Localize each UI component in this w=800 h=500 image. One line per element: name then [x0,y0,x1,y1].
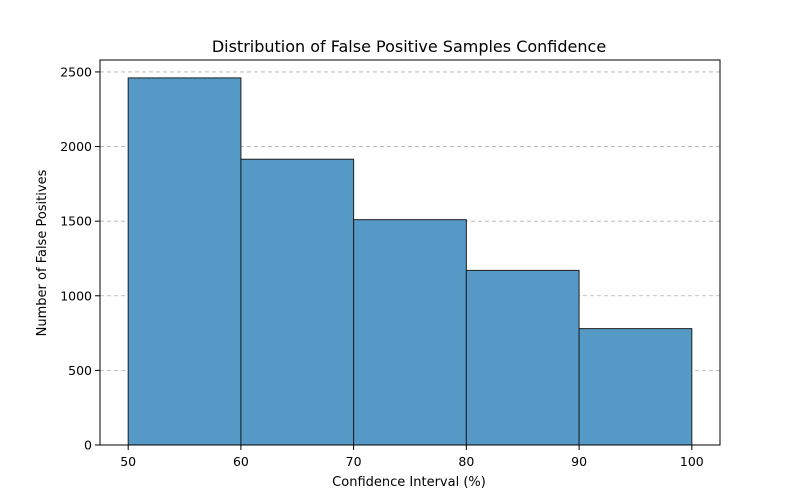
chart-title: Distribution of False Positive Samples C… [212,37,606,56]
bar-60-70 [240,158,355,446]
bar-90-100 [578,328,693,446]
y-axis: 0 500 1000 1500 2000 2500 [60,64,100,453]
y-tick-label-1000: 1000 [60,288,92,303]
y-tick-label-2000: 2000 [60,139,92,154]
y-tick-label-500: 500 [68,363,92,378]
x-axis-label: Confidence Interval (%) [332,475,486,490]
y-tick-label-1500: 1500 [60,214,92,229]
x-tick-label-70: 70 [346,454,362,469]
plot-area [99,59,721,446]
x-tick-label-60: 60 [233,454,249,469]
y-axis-label: Number of False Positives [35,169,50,336]
bar-80-90 [465,269,580,446]
x-tick-label-50: 50 [120,454,136,469]
bar-50-60 [127,77,242,446]
y-tick-label-2500: 2500 [60,64,92,79]
bar-70-80 [353,219,467,446]
x-axis: 50 60 70 80 90 100 [120,445,704,469]
x-tick-label-100: 100 [680,454,704,469]
x-tick-label-90: 90 [571,454,587,469]
histogram-bars [127,77,693,446]
y-tick-label-0: 0 [84,438,92,453]
x-tick-label-80: 80 [458,454,474,469]
